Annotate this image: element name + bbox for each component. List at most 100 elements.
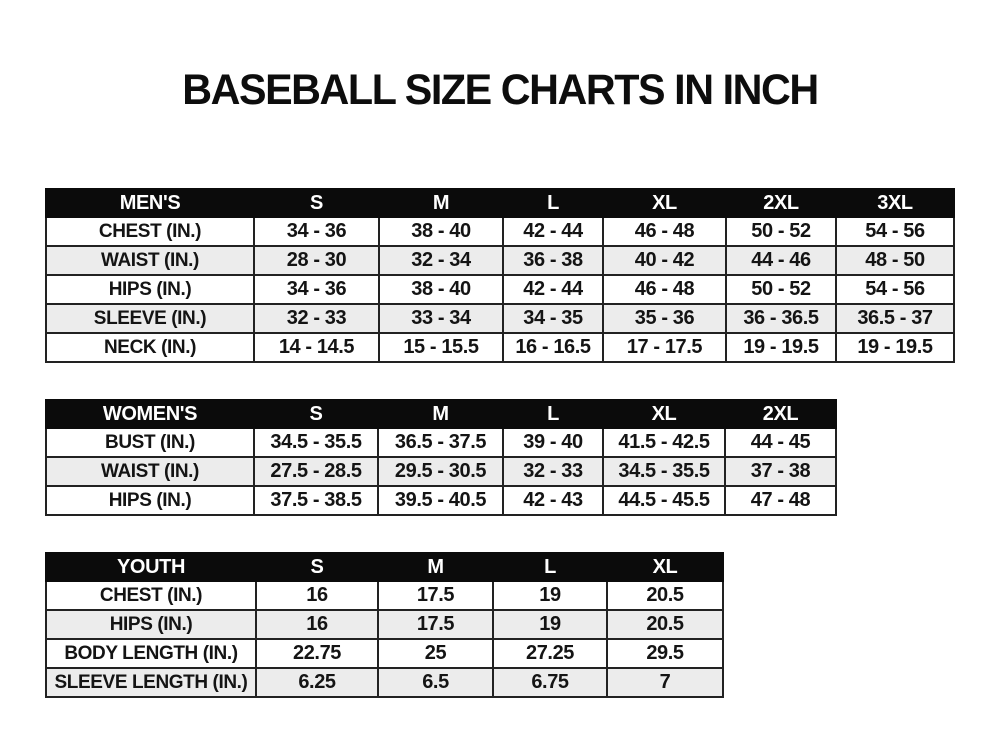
youth-table-title: YOUTH — [45, 552, 257, 582]
youth-size-column-xl: XL — [606, 552, 724, 582]
size-value: 20.5 — [606, 609, 724, 640]
size-value: 28 - 30 — [253, 245, 380, 276]
size-value: 27.25 — [492, 638, 608, 669]
size-value: 46 - 48 — [602, 216, 727, 247]
table-row: NECK (IN.) 14 - 14.5 15 - 15.5 16 - 16.5 17 … — [45, 332, 955, 363]
page-title: BASEBALL SIZE CHARTS IN INCH — [182, 66, 819, 114]
size-value: 44 - 45 — [724, 427, 837, 458]
youth-size-table: YOUTH S M L XL CHEST (IN.) 16 17.5 19 20.5 HIPS (I… — [45, 552, 724, 698]
size-value: 38 - 40 — [378, 216, 504, 247]
size-value: 47 - 48 — [724, 485, 837, 516]
table-row: WAIST (IN.) 27.5 - 28.5 29.5 - 30.5 32 - 33… — [45, 456, 837, 487]
mens-size-column-l: L — [502, 188, 604, 218]
table-row: BODY LENGTH (IN.) 22.75 25 27.25 29.5 — [45, 638, 724, 669]
size-value: 50 - 52 — [725, 274, 837, 305]
size-value: 39.5 - 40.5 — [377, 485, 504, 516]
size-value: 35 - 36 — [602, 303, 727, 334]
size-value: 36.5 - 37.5 — [377, 427, 504, 458]
size-value: 19 — [492, 580, 608, 611]
size-value: 15 - 15.5 — [378, 332, 504, 363]
size-value: 54 - 56 — [835, 216, 955, 247]
mens-size-column-s: S — [253, 188, 380, 218]
size-value: 37.5 - 38.5 — [253, 485, 379, 516]
size-value: 33 - 34 — [378, 303, 504, 334]
size-value: 6.25 — [255, 667, 379, 698]
size-value: 32 - 34 — [378, 245, 504, 276]
size-value: 34 - 36 — [253, 274, 380, 305]
table-row: HIPS (IN.) 16 17.5 19 20.5 — [45, 609, 724, 640]
size-value: 34 - 36 — [253, 216, 380, 247]
size-value: 34.5 - 35.5 — [602, 456, 726, 487]
size-value: 42 - 43 — [502, 485, 604, 516]
size-value: 17.5 — [377, 609, 494, 640]
size-value: 42 - 44 — [502, 274, 604, 305]
measurement-label: CHEST (IN.) — [45, 216, 255, 247]
size-value: 19 — [492, 609, 608, 640]
size-value: 37 - 38 — [724, 456, 837, 487]
mens-header-row: MEN'S S M L XL 2XL 3XL — [45, 188, 955, 218]
table-row: BUST (IN.) 34.5 - 35.5 36.5 - 37.5 39 - 40 4… — [45, 427, 837, 458]
size-value: 27.5 - 28.5 — [253, 456, 379, 487]
size-value: 29.5 — [606, 638, 724, 669]
size-value: 7 — [606, 667, 724, 698]
womens-size-table: WOMEN'S S M L XL 2XL BUST (IN.) 34.5 - 35.5 36.5… — [45, 399, 837, 516]
measurement-label: HIPS (IN.) — [45, 485, 255, 516]
size-value: 32 - 33 — [502, 456, 604, 487]
size-value: 36 - 36.5 — [725, 303, 837, 334]
size-value: 20.5 — [606, 580, 724, 611]
womens-size-column-2xl: 2XL — [724, 399, 837, 429]
youth-size-column-l: L — [492, 552, 608, 582]
size-value: 29.5 - 30.5 — [377, 456, 504, 487]
measurement-label: WAIST (IN.) — [45, 245, 255, 276]
youth-size-column-m: M — [377, 552, 494, 582]
size-value: 19 - 19.5 — [835, 332, 955, 363]
size-value: 50 - 52 — [725, 216, 837, 247]
table-row: HIPS (IN.) 34 - 36 38 - 40 42 - 44 46 - 48 50… — [45, 274, 955, 305]
womens-size-column-s: S — [253, 399, 379, 429]
table-row: SLEEVE (IN.) 32 - 33 33 - 34 34 - 35 35 - 36… — [45, 303, 955, 334]
mens-size-table: MEN'S S M L XL 2XL 3XL CHEST (IN.) 34 - 36 38 - 4… — [45, 188, 955, 363]
size-value: 39 - 40 — [502, 427, 604, 458]
measurement-label: BUST (IN.) — [45, 427, 255, 458]
size-value: 16 — [255, 580, 379, 611]
size-value: 36.5 - 37 — [835, 303, 955, 334]
size-value: 19 - 19.5 — [725, 332, 837, 363]
measurement-label: HIPS (IN.) — [45, 609, 257, 640]
mens-table-title: MEN'S — [45, 188, 255, 218]
size-value: 34 - 35 — [502, 303, 604, 334]
mens-size-column-2xl: 2XL — [725, 188, 837, 218]
size-value: 32 - 33 — [253, 303, 380, 334]
size-value: 38 - 40 — [378, 274, 504, 305]
size-value: 16 — [255, 609, 379, 640]
size-value: 16 - 16.5 — [502, 332, 604, 363]
womens-size-column-l: L — [502, 399, 604, 429]
size-value: 17 - 17.5 — [602, 332, 727, 363]
youth-size-column-s: S — [255, 552, 379, 582]
womens-size-column-xl: XL — [602, 399, 726, 429]
size-value: 48 - 50 — [835, 245, 955, 276]
measurement-label: HIPS (IN.) — [45, 274, 255, 305]
size-value: 14 - 14.5 — [253, 332, 380, 363]
size-value: 36 - 38 — [502, 245, 604, 276]
size-value: 41.5 - 42.5 — [602, 427, 726, 458]
size-value: 42 - 44 — [502, 216, 604, 247]
size-value: 44.5 - 45.5 — [602, 485, 726, 516]
measurement-label: NECK (IN.) — [45, 332, 255, 363]
table-row: CHEST (IN.) 16 17.5 19 20.5 — [45, 580, 724, 611]
measurement-label: WAIST (IN.) — [45, 456, 255, 487]
size-value: 54 - 56 — [835, 274, 955, 305]
size-value: 6.5 — [377, 667, 494, 698]
size-value: 22.75 — [255, 638, 379, 669]
size-value: 40 - 42 — [602, 245, 727, 276]
table-row: CHEST (IN.) 34 - 36 38 - 40 42 - 44 46 - 48 5… — [45, 216, 955, 247]
size-value: 25 — [377, 638, 494, 669]
size-value: 44 - 46 — [725, 245, 837, 276]
size-value: 6.75 — [492, 667, 608, 698]
youth-header-row: YOUTH S M L XL — [45, 552, 724, 582]
measurement-label: SLEEVE (IN.) — [45, 303, 255, 334]
womens-table-title: WOMEN'S — [45, 399, 255, 429]
size-value: 46 - 48 — [602, 274, 727, 305]
measurement-label: CHEST (IN.) — [45, 580, 257, 611]
womens-header-row: WOMEN'S S M L XL 2XL — [45, 399, 837, 429]
